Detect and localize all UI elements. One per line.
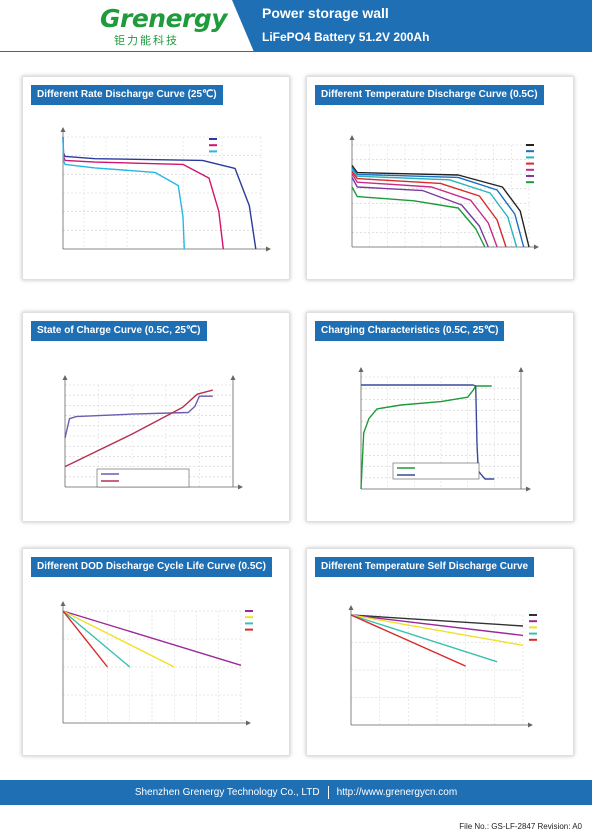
self-discharge-chart [348,605,537,728]
series-line-0 [64,395,213,439]
panel-title: Different DOD Discharge Cycle Life Curve… [31,557,272,577]
series-line-4 [350,614,466,667]
series-line-3 [351,170,507,248]
header-title-bar: Power storage wall LiFePO4 Battery 51.2V… [232,0,592,52]
file-number: File No.: GS-LF-2847 Revision: A0 [459,822,582,831]
rate-discharge-panel: Different Rate Discharge Curve (25℃) [22,76,290,280]
panel-title: Different Rate Discharge Curve (25℃) [31,85,223,105]
y-axis-arrow [62,375,68,380]
company-logo: Grenergy 钜力能科技 [100,4,230,48]
y-axis-arrow [60,127,66,132]
legend-box [392,462,480,480]
x-axis-arrow [528,722,533,728]
brand-name: Grenergy [100,4,228,33]
footer-website-link[interactable]: http://www.grenergycn.com [336,787,458,798]
panel-title: Different Temperature Discharge Curve (0… [315,85,544,105]
series-line-1 [351,166,525,248]
footer-company: Shenzhen Grenergy Technology Co., LTD [134,787,320,798]
series-line-3 [350,614,498,663]
document-subtitle: LiFePO4 Battery 51.2V 200Ah [262,30,430,44]
legend-box [96,468,190,488]
series-line-2 [62,136,185,250]
brand-chinese-name: 钜力能科技 [114,34,179,47]
y-axis-arrow [60,601,66,606]
x-axis-arrow [246,720,251,726]
dod-cycle-life-chart [60,601,253,726]
header: Grenergy 钜力能科技 Power storage wall LiFePO… [0,0,592,52]
series-line-1 [64,389,213,468]
y-axis-arrow [348,605,354,610]
x-axis-arrow [534,244,539,250]
series-line-2 [350,614,524,646]
x-axis-arrow [526,486,531,492]
series-line-2 [351,168,518,248]
temperature-discharge-chart [349,135,539,250]
series-line-4 [351,173,498,248]
self-discharge-panel: Different Temperature Self Discharge Cur… [306,548,574,756]
series-line-6 [351,186,486,248]
panel-title: Charging Characteristics (0.5C, 25℃) [315,321,505,341]
series-line-5 [351,177,489,248]
footer-bar: Shenzhen Grenergy Technology Co., LTD htt… [0,780,592,805]
footer-separator [327,785,329,799]
y-axis-arrow [349,135,355,140]
panel-title: Different Temperature Self Discharge Cur… [315,557,535,577]
charging-characteristics-panel: Charging Characteristics (0.5C, 25℃) [306,312,574,522]
state-of-charge-chart [62,375,243,490]
series-line-2 [62,610,131,668]
header-divider [0,51,592,52]
y2-axis-arrow [518,367,524,372]
state-of-charge-panel: State of Charge Curve (0.5C, 25℃) [22,312,290,522]
series-line-0 [62,610,242,666]
series-line-1 [350,614,524,637]
dod-cycle-life-panel: Different DOD Discharge Cycle Life Curve… [22,548,290,756]
series-line-1 [361,384,495,480]
x-axis-arrow [266,246,271,252]
temperature-discharge-panel: Different Temperature Discharge Curve (0… [306,76,574,280]
charging-characteristics-chart [358,367,531,492]
rate-discharge-chart [60,127,271,252]
panel-title: State of Charge Curve (0.5C, 25℃) [31,321,207,341]
series-line-0 [360,385,492,490]
series-line-0 [350,614,524,627]
y2-axis-arrow [230,375,236,380]
x-axis-arrow [238,484,243,490]
document-title: Power storage wall [262,5,389,21]
y-axis-arrow [358,367,364,372]
series-line-3 [62,610,109,668]
series-line-1 [62,610,175,668]
series-line-0 [351,164,530,248]
